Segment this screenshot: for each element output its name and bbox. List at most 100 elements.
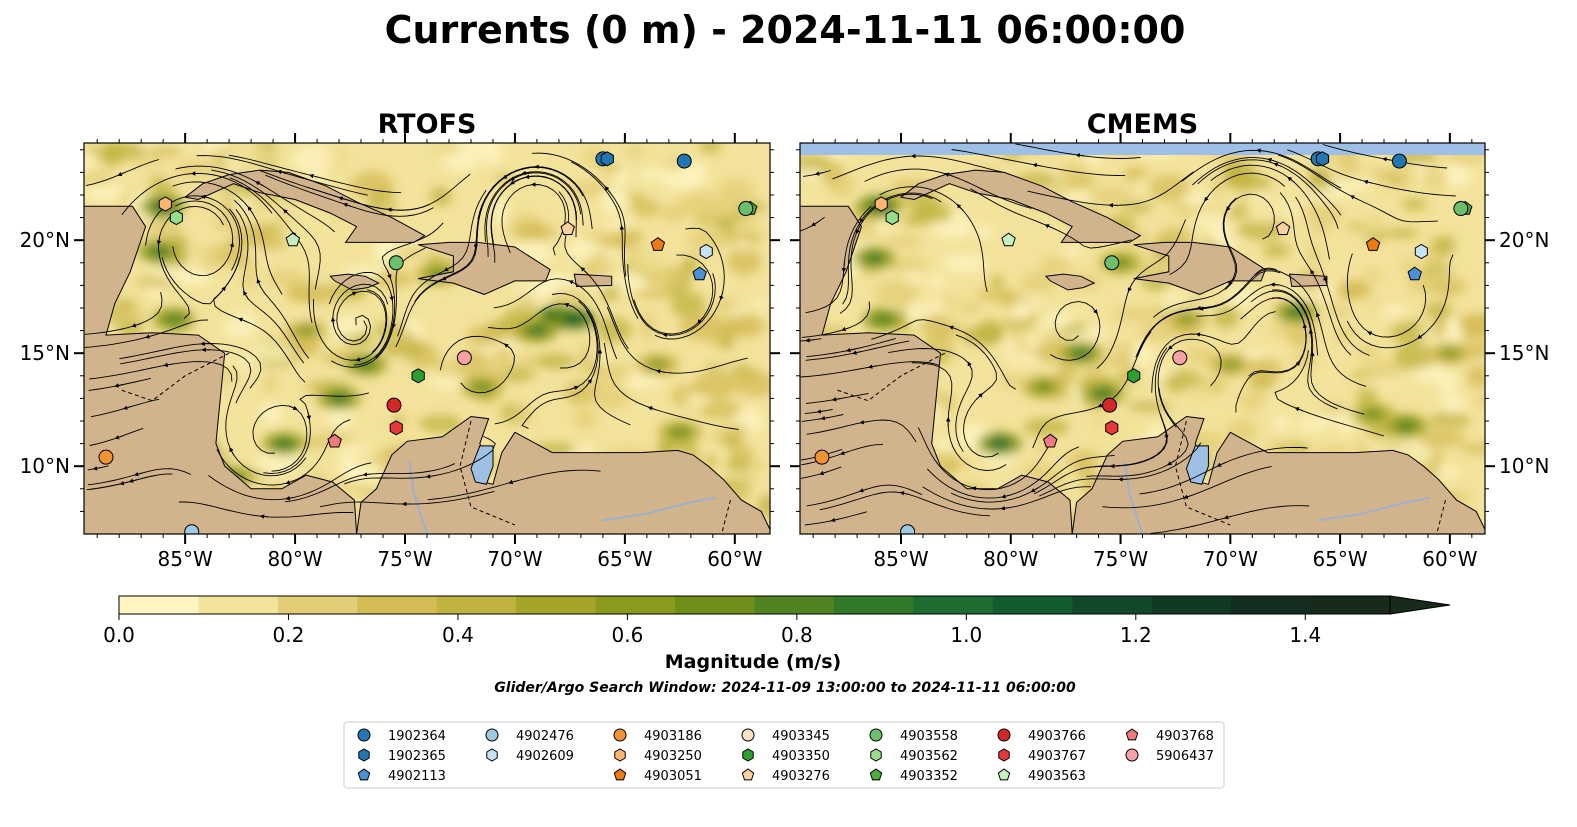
lon-tick-label: 65°W xyxy=(597,547,652,571)
colorbar-label: Magnitude (m/s) xyxy=(665,651,842,673)
obs-marker-4903563 xyxy=(1001,232,1016,247)
legend-marker-4903767 xyxy=(998,748,1010,762)
obs-marker-4903768 xyxy=(327,433,342,448)
observation-markers xyxy=(98,151,758,534)
no-data-strip xyxy=(800,143,1485,155)
lon-tick-label: 65°W xyxy=(1312,547,1367,571)
legend-marker-4903051 xyxy=(613,768,627,781)
legend-marker-5906437 xyxy=(1125,748,1139,762)
lon-tick-label: 75°W xyxy=(1093,547,1148,571)
legend-label: 1902364 xyxy=(388,729,446,744)
obs-marker-4903350 xyxy=(1127,368,1141,384)
legend-marker-4903562 xyxy=(870,748,882,762)
obs-marker-4903250 xyxy=(874,196,888,212)
colorbar-tick-label: 0.4 xyxy=(442,623,474,647)
colorbar-tick-label: 0.6 xyxy=(611,623,643,647)
legend-marker-4903350 xyxy=(742,748,754,762)
legend-marker-1902365 xyxy=(358,748,370,762)
legend-marker-4903250 xyxy=(614,748,626,762)
lon-tick-label: 80°W xyxy=(983,547,1038,571)
figure-title: Currents (0 m) - 2024-11-11 06:00:00 xyxy=(385,8,1186,52)
streamlines xyxy=(800,143,1456,534)
lon-tick-label: 70°W xyxy=(1203,547,1258,571)
legend-marker-4903563 xyxy=(997,768,1011,781)
colorbar-segment xyxy=(913,596,994,614)
land xyxy=(84,169,770,534)
colorbar-tick-label: 0.0 xyxy=(103,623,135,647)
obs-marker-4903558 xyxy=(1453,201,1469,217)
obs-marker-1902364 xyxy=(676,153,692,169)
legend-marker-4903558 xyxy=(869,728,883,742)
legend-label: 4903276 xyxy=(772,769,830,784)
lat-tick-label: 15°N xyxy=(20,341,70,365)
legend-label: 1902365 xyxy=(388,749,446,764)
obs-marker-4903250 xyxy=(158,196,172,212)
colorbar-segment xyxy=(595,596,676,614)
legend-marker-4903186 xyxy=(613,728,627,742)
legend-marker-4903352 xyxy=(869,768,883,781)
legend-marker-4902113 xyxy=(357,768,371,781)
legend-label: 4903350 xyxy=(772,749,830,764)
legend-marker-4903276 xyxy=(741,768,755,781)
obs-marker-4902609 xyxy=(699,243,713,260)
obs-marker-4903276 xyxy=(1275,221,1291,235)
panel-title-rtofs: RTOFS xyxy=(378,109,477,140)
land xyxy=(800,169,1485,534)
legend-label: 4903767 xyxy=(1028,749,1086,764)
legend-label: 4903563 xyxy=(1028,769,1086,784)
obs-marker-4903350 xyxy=(411,368,425,384)
lat-tick-label: 20°N xyxy=(1499,228,1549,252)
legend-label: 4902609 xyxy=(516,749,574,764)
obs-marker-4903558 xyxy=(738,201,754,217)
colorbar-segment xyxy=(754,596,835,614)
obs-marker-4902476 xyxy=(184,524,200,534)
lat-tick-label: 20°N xyxy=(20,228,70,252)
lon-tick-label: 70°W xyxy=(487,547,542,571)
legend-label: 4903345 xyxy=(772,729,830,744)
obs-marker-4903186 xyxy=(98,449,114,465)
obs-marker-1902364 xyxy=(1391,153,1407,169)
colorbar-segment xyxy=(516,596,597,614)
legend-marker-4902476 xyxy=(485,728,499,742)
colorbar-segment xyxy=(277,596,358,614)
lat-tick-label: 10°N xyxy=(1499,454,1549,478)
map-panel-rtofs: 85°W 80°W 75°W 70°W 65°W 60°W 10°N 15°N 20°N RTOF… xyxy=(20,109,780,571)
obs-marker-1902365 xyxy=(1316,151,1330,167)
legend-label: 4903051 xyxy=(644,769,702,784)
legend-marker-4903345 xyxy=(741,728,755,742)
lon-tick-label: 75°W xyxy=(377,547,432,571)
obs-marker-4903767 xyxy=(389,420,403,436)
legend-label: 4903352 xyxy=(900,769,958,784)
colorbar-segment xyxy=(357,596,438,614)
obs-marker-4903558 xyxy=(388,255,404,271)
legend-label: 4902476 xyxy=(516,729,574,744)
obs-marker-4903558 xyxy=(1104,255,1120,271)
lake xyxy=(1185,445,1209,485)
lon-tick-label: 85°W xyxy=(158,547,213,571)
colorbar-segment xyxy=(198,596,279,614)
colorbar-tick-label: 1.4 xyxy=(1289,623,1321,647)
obs-marker-4903768 xyxy=(1043,433,1058,448)
legend-marker-1902364 xyxy=(357,728,371,742)
lon-tick-label: 80°W xyxy=(267,547,322,571)
colorbar-segment xyxy=(1231,596,1312,614)
obs-marker-4903767 xyxy=(1105,420,1119,436)
colorbar-extend-arrow xyxy=(1389,595,1451,615)
legend-label: 4903766 xyxy=(1028,729,1086,744)
obs-marker-4903563 xyxy=(285,232,301,247)
legend-label: 4903562 xyxy=(900,749,958,764)
colorbar-segment xyxy=(1310,596,1391,614)
obs-marker-4903562 xyxy=(169,210,183,226)
colorbar-segment xyxy=(833,596,914,614)
legend: 1902364 1902365 4902113 4902476 4902609 49031… xyxy=(343,721,1225,789)
colorbar-segment xyxy=(675,596,755,614)
colorbar: 0.0 0.2 0.4 0.6 0.8 1.0 1.2 1.4 xyxy=(103,595,1451,647)
colorbar-segment xyxy=(992,596,1073,614)
colorbar-tick-label: 1.0 xyxy=(950,623,982,647)
map-panel-cmems: 85°W 80°W 75°W 70°W 65°W 60°W 10°N 15°N 20°N CMEM… xyxy=(790,109,1549,571)
legend-label: 4902113 xyxy=(388,769,446,784)
lon-tick-label: 85°W xyxy=(873,547,928,571)
lon-tick-label: 60°W xyxy=(707,547,762,571)
obs-marker-4902609 xyxy=(1414,243,1428,260)
